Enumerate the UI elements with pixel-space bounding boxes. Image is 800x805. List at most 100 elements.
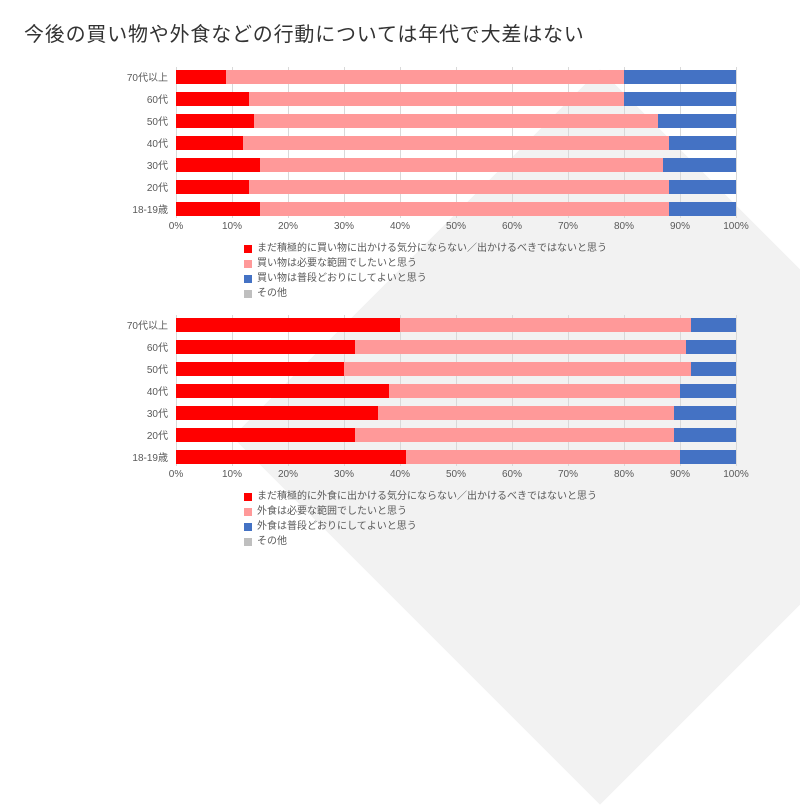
bar-segment: [355, 428, 674, 442]
page-title: 今後の買い物や外食などの行動については年代で大差はない: [24, 18, 776, 47]
legend-label: 外食は普段どおりにしてよいと思う: [257, 519, 417, 534]
legend-swatch: [244, 523, 252, 531]
bar-segment: [624, 70, 736, 84]
x-tick: 10%: [222, 469, 242, 480]
bar-row: 30代: [114, 155, 776, 174]
category-label: 50代: [114, 113, 176, 128]
bar-segment: [674, 428, 736, 442]
bar-segment: [658, 114, 736, 128]
x-tick: 10%: [222, 221, 242, 232]
legend-swatch: [244, 260, 252, 268]
legend-swatch: [244, 493, 252, 501]
bar-segment: [249, 180, 669, 194]
legend-label: 買い物は普段どおりにしてよいと思う: [257, 271, 427, 286]
legend: まだ積極的に外食に出かける気分にならない／出かけるべきではないと思う外食は必要な…: [244, 489, 776, 549]
bar-segment: [176, 92, 249, 106]
stacked-bar-chart: 70代以上60代50代40代30代20代18-19歳0%10%20%30%40%…: [114, 67, 776, 301]
bar-segment: [254, 114, 657, 128]
stacked-bar-chart: 70代以上60代50代40代30代20代18-19歳0%10%20%30%40%…: [114, 315, 776, 549]
bar-segment: [389, 384, 680, 398]
category-label: 40代: [114, 135, 176, 150]
bar-segment: [406, 450, 680, 464]
legend-item: 外食は普段どおりにしてよいと思う: [244, 519, 776, 534]
bar-segment: [674, 406, 736, 420]
x-tick: 100%: [723, 221, 749, 232]
category-label: 50代: [114, 361, 176, 376]
bar-row: 18-19歳: [114, 199, 776, 218]
category-label: 60代: [114, 339, 176, 354]
bar-segment: [176, 406, 378, 420]
x-tick: 70%: [558, 469, 578, 480]
bar-segment: [663, 158, 736, 172]
bar-segment: [176, 70, 226, 84]
bar-segment: [249, 92, 624, 106]
legend-item: その他: [244, 534, 776, 549]
bar-row: 20代: [114, 425, 776, 444]
category-label: 40代: [114, 383, 176, 398]
bar-segment: [176, 136, 243, 150]
legend-label: まだ積極的に買い物に出かける気分にならない／出かけるべきではないと思う: [257, 241, 607, 256]
legend-swatch: [244, 508, 252, 516]
bar-segment: [176, 202, 260, 216]
bar-segment: [176, 340, 355, 354]
legend-item: その他: [244, 286, 776, 301]
x-tick: 60%: [502, 469, 522, 480]
legend-item: まだ積極的に買い物に出かける気分にならない／出かけるべきではないと思う: [244, 241, 776, 256]
bar-row: 50代: [114, 359, 776, 378]
x-axis: 0%10%20%30%40%50%60%70%80%90%100%: [176, 221, 736, 235]
bar-row: 20代: [114, 177, 776, 196]
bar-segment: [176, 384, 389, 398]
x-tick: 70%: [558, 221, 578, 232]
bar-segment: [176, 362, 344, 376]
category-label: 70代以上: [114, 69, 176, 84]
bar-segment: [686, 340, 736, 354]
bar-row: 30代: [114, 403, 776, 422]
x-tick: 90%: [670, 469, 690, 480]
x-tick: 90%: [670, 221, 690, 232]
legend-swatch: [244, 290, 252, 298]
legend: まだ積極的に買い物に出かける気分にならない／出かけるべきではないと思う買い物は必…: [244, 241, 776, 301]
x-tick: 30%: [334, 221, 354, 232]
x-axis: 0%10%20%30%40%50%60%70%80%90%100%: [176, 469, 736, 483]
bar-segment: [176, 428, 355, 442]
x-tick: 20%: [278, 221, 298, 232]
x-tick: 80%: [614, 221, 634, 232]
bar-segment: [260, 202, 669, 216]
bar-row: 50代: [114, 111, 776, 130]
x-tick: 20%: [278, 469, 298, 480]
bar-segment: [226, 70, 624, 84]
bar-segment: [624, 92, 736, 106]
bar-segment: [669, 136, 736, 150]
legend-item: 買い物は必要な範囲でしたいと思う: [244, 256, 776, 271]
bar-row: 60代: [114, 337, 776, 356]
category-label: 30代: [114, 405, 176, 420]
legend-label: 買い物は必要な範囲でしたいと思う: [257, 256, 417, 271]
legend-label: その他: [257, 534, 287, 549]
category-label: 30代: [114, 157, 176, 172]
legend-swatch: [244, 538, 252, 546]
x-tick: 40%: [390, 469, 410, 480]
category-label: 18-19歳: [114, 449, 176, 464]
category-label: 70代以上: [114, 317, 176, 332]
bar-segment: [669, 180, 736, 194]
x-tick: 0%: [169, 221, 183, 232]
bar-row: 40代: [114, 381, 776, 400]
bar-segment: [176, 318, 400, 332]
legend-label: まだ積極的に外食に出かける気分にならない／出かけるべきではないと思う: [257, 489, 597, 504]
bar-row: 70代以上: [114, 67, 776, 86]
category-label: 18-19歳: [114, 201, 176, 216]
bar-segment: [680, 450, 736, 464]
legend-label: 外食は必要な範囲でしたいと思う: [257, 504, 407, 519]
x-tick: 50%: [446, 221, 466, 232]
legend-swatch: [244, 275, 252, 283]
bar-segment: [355, 340, 685, 354]
legend-item: まだ積極的に外食に出かける気分にならない／出かけるべきではないと思う: [244, 489, 776, 504]
bar-segment: [691, 362, 736, 376]
bar-row: 70代以上: [114, 315, 776, 334]
bar-segment: [400, 318, 691, 332]
bar-segment: [669, 202, 736, 216]
x-tick: 50%: [446, 469, 466, 480]
bar-segment: [176, 450, 406, 464]
legend-label: その他: [257, 286, 287, 301]
bar-row: 60代: [114, 89, 776, 108]
